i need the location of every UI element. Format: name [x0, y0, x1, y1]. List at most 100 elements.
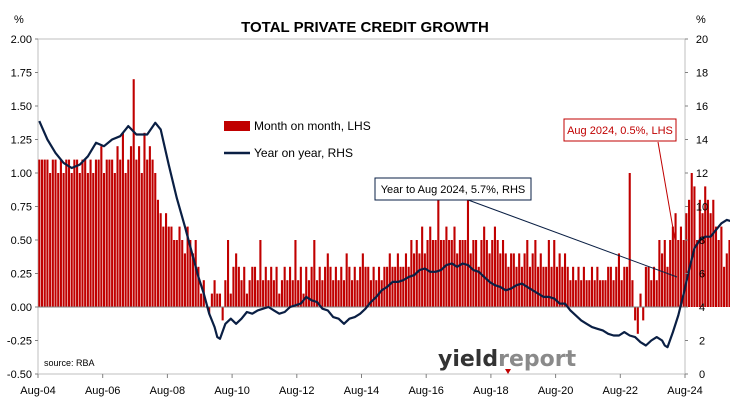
bar — [369, 280, 372, 307]
bar — [121, 132, 124, 307]
bar — [108, 159, 111, 307]
bar — [539, 253, 542, 307]
bar — [156, 199, 160, 307]
bar — [569, 280, 572, 307]
bar — [612, 280, 615, 307]
left-tick-label: -0.50 — [7, 369, 32, 381]
bar — [620, 280, 623, 307]
bar — [642, 307, 645, 321]
bar — [566, 266, 569, 307]
bar — [580, 280, 583, 307]
bar — [367, 266, 370, 307]
x-axis: Aug-04 Aug-06 Aug-08 Aug-10 Aug-12 Aug-14 Aug-… — [20, 374, 703, 397]
bar — [388, 253, 391, 307]
bar — [283, 266, 286, 307]
bar — [178, 226, 181, 307]
left-axis: -0.50 -0.25 0.00 0.25 0.50 0.75 1.00 1.25 1.50 1.… — [7, 34, 38, 381]
bar — [159, 213, 162, 307]
bar — [590, 266, 594, 307]
chart-title: TOTAL PRIVATE CREDIT GROWTH — [241, 19, 489, 36]
right-axis-unit: % — [696, 14, 706, 26]
bar — [86, 173, 89, 307]
bar — [97, 159, 100, 307]
left-tick-label: 1.25 — [11, 135, 32, 147]
bar — [105, 159, 108, 307]
bar — [51, 159, 54, 307]
bar — [324, 266, 327, 307]
brand-part-yield: yield — [438, 347, 498, 372]
bar — [253, 266, 257, 307]
bar — [57, 173, 60, 307]
x-tick-label: Aug-20 — [538, 385, 573, 397]
bar — [67, 159, 71, 307]
bar — [572, 266, 575, 307]
brand-part-report: report — [498, 347, 576, 372]
bar — [267, 280, 270, 307]
bar — [512, 253, 515, 307]
bar — [359, 266, 362, 307]
legend-swatch-bars — [224, 121, 250, 131]
bar — [496, 240, 499, 307]
bar — [259, 240, 262, 307]
bar — [237, 266, 240, 307]
bar — [615, 266, 618, 307]
bar — [456, 253, 459, 307]
bar — [526, 240, 529, 307]
bar — [666, 266, 669, 307]
right-tick-label: 2 — [699, 336, 705, 348]
bar — [501, 240, 505, 307]
bar — [294, 240, 297, 307]
right-tick-label: 20 — [696, 34, 708, 46]
bar — [272, 280, 275, 307]
bar — [537, 266, 540, 307]
bar — [712, 199, 715, 307]
annotation-leader-bar — [657, 141, 676, 241]
bar — [491, 240, 494, 307]
brand-logo: yieldreport — [438, 347, 577, 374]
bar — [364, 266, 367, 307]
bar — [270, 266, 273, 307]
bar — [410, 240, 413, 307]
bar — [162, 226, 165, 307]
bar — [154, 173, 157, 307]
bar — [704, 186, 707, 307]
bar — [728, 240, 730, 307]
bar — [582, 266, 585, 307]
bar — [687, 199, 691, 307]
bar — [170, 226, 173, 307]
bar — [423, 253, 426, 307]
bar — [299, 266, 302, 307]
bar — [418, 253, 421, 307]
bar — [140, 173, 143, 307]
legend-label-line: Year on year, RHS — [254, 146, 353, 160]
bar — [232, 266, 235, 307]
x-tick-label: Aug-08 — [150, 385, 185, 397]
line-series-year-on-year — [38, 120, 730, 349]
right-tick-label: 0 — [699, 369, 705, 381]
bar — [723, 266, 726, 307]
bar — [464, 240, 467, 307]
bar — [534, 240, 537, 307]
bar — [213, 280, 216, 307]
bar — [221, 307, 224, 321]
bar — [329, 266, 332, 307]
bar — [216, 293, 219, 307]
bar — [191, 253, 195, 307]
x-tick-label: Aug-12 — [279, 385, 314, 397]
bar — [696, 240, 699, 307]
bar — [167, 226, 170, 307]
bar — [313, 240, 316, 307]
bar — [73, 159, 76, 307]
bar — [146, 159, 149, 307]
bar — [647, 266, 650, 307]
bar — [469, 253, 472, 307]
bar — [132, 79, 135, 307]
bar — [148, 146, 151, 307]
bar — [453, 226, 456, 307]
bar — [520, 266, 523, 307]
annotation-bar: Aug 2024, 0.5%, LHS — [563, 118, 677, 142]
brand-marker-icon — [505, 369, 511, 374]
left-tick-label: 1.00 — [11, 168, 32, 180]
bar — [558, 253, 561, 307]
bar — [200, 293, 203, 307]
